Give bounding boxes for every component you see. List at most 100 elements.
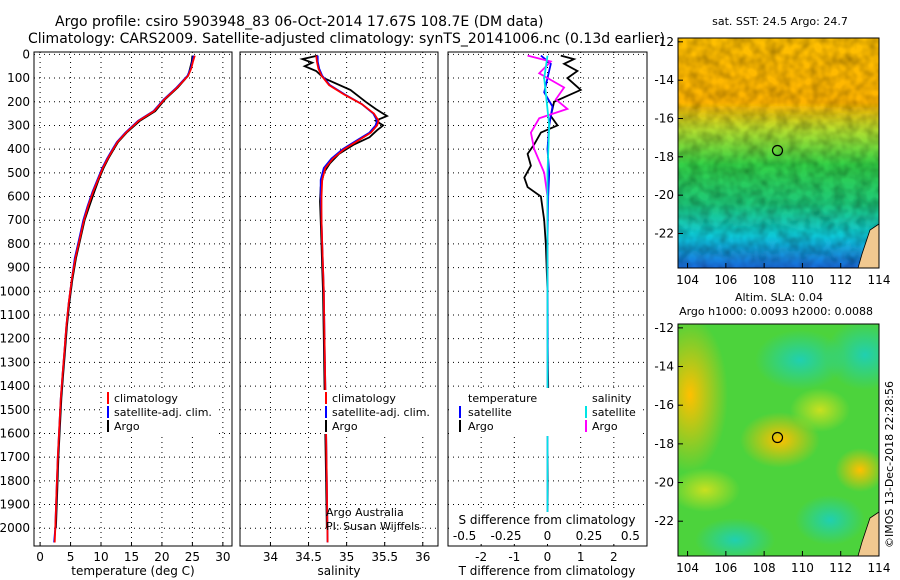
sla-land <box>857 511 879 556</box>
series-line-climatology <box>315 55 380 543</box>
legend-t-argo: Argo <box>468 420 494 433</box>
sst-land <box>857 223 879 268</box>
map-y-tick-label: -18 <box>654 437 674 451</box>
map-x-tick-label: 110 <box>791 561 814 575</box>
x-tick-label: 36 <box>415 550 430 564</box>
x-tick-label: 5 <box>67 550 75 564</box>
depth-tick-labels: 0 100 200 300 400 500 600 700 800 900 1000 1100 1200… <box>0 47 30 535</box>
sst-argo-location-marker <box>771 144 784 157</box>
salinity-legend: climatology satellite-adj. clim. Argo <box>322 390 436 434</box>
depth-tick-label: 1700 <box>0 450 30 464</box>
legend-climatology: climatology <box>114 392 178 405</box>
sst-field <box>678 38 879 268</box>
t-difference-xlabel: T difference from climatology <box>458 564 636 578</box>
depth-tick-label: 1600 <box>0 426 30 440</box>
imos-credit: ©IMOS 13-Dec-2018 22:28:56 <box>883 381 896 548</box>
figure-title-line1: Argo profile: csiro 5903948_83 06-Oct-20… <box>55 14 544 30</box>
credit-argo-australia: Argo Australia <box>326 506 404 519</box>
map-y-tick-label: -22 <box>654 514 674 528</box>
legend-argo: Argo <box>332 420 358 433</box>
depth-tick-label: 600 <box>7 190 30 204</box>
sla-map-frame <box>677 323 880 557</box>
s-difference-xlabel: S difference from climatology <box>459 513 636 527</box>
map-x-tick-label: 108 <box>753 273 776 287</box>
map-x-tick-label: 112 <box>829 273 852 287</box>
depth-tick-label: 100 <box>7 71 30 85</box>
map-y-tick-label: -16 <box>654 398 674 412</box>
temperature-xlabel: temperature (deg C) <box>71 564 194 578</box>
series-line-salinity-satellite <box>543 55 551 543</box>
x-tick-label: 35.5 <box>371 550 398 564</box>
sst-map-frame <box>677 37 880 269</box>
map-y-tick-label: -16 <box>654 112 674 126</box>
difference-legend: temperature satellite Argo salinity sate… <box>452 388 642 436</box>
depth-tick-label: 500 <box>7 166 30 180</box>
x-tick-label: 15 <box>124 550 139 564</box>
sst-map: sat. SST: 24.5 Argo: 24.7 104 106 108 110 11… <box>654 15 890 287</box>
map-y-tick-label: -12 <box>654 321 674 335</box>
x-tick-label: 0 <box>544 550 552 564</box>
s-difference-tick-labels: -0.5 -0.25 0 0.25 0.5 <box>453 529 640 543</box>
salinity-series <box>299 54 389 543</box>
difference-series <box>523 54 583 543</box>
difference-panel: -2 -1 0 1 2 temperature satellite Argo salin… <box>447 51 648 578</box>
map-y-tick-label: -14 <box>654 73 674 87</box>
s-tick-label: 0.25 <box>576 529 603 543</box>
credit-pi: PI: Susan Wijffels <box>326 520 420 533</box>
sst-map-ticks: 104 106 108 110 112 114 -12 -14 -16 -18 -20 -22 <box>654 35 890 287</box>
map-y-tick-label: -20 <box>654 188 674 202</box>
sla-argo-location-marker <box>771 431 784 444</box>
depth-tick-label: 700 <box>7 213 30 227</box>
s-tick-label: -0.5 <box>453 529 476 543</box>
x-tick-label: -1 <box>508 550 520 564</box>
depth-tick-label: 300 <box>7 118 30 132</box>
x-tick-label: 34.5 <box>295 550 322 564</box>
x-tick-label: 34 <box>263 550 278 564</box>
depth-tick-label: 1300 <box>0 355 30 369</box>
depth-tick-label: 200 <box>7 95 30 109</box>
map-x-tick-label: 104 <box>676 273 699 287</box>
sla-map-title-line1: Altim. SLA: 0.04 <box>735 291 823 304</box>
legend-satellite: satellite-adj. clim. <box>332 406 430 419</box>
x-tick-label: 10 <box>93 550 108 564</box>
salinity-xlabel: salinity <box>317 564 360 578</box>
legend-argo: Argo <box>114 420 140 433</box>
map-y-tick-label: -18 <box>654 150 674 164</box>
x-tick-label: 0 <box>36 550 44 564</box>
x-tick-label: 30 <box>215 550 230 564</box>
x-tick-label: -2 <box>475 550 487 564</box>
x-tick-label: 25 <box>185 550 200 564</box>
legend-s-argo: Argo <box>592 420 618 433</box>
map-x-tick-label: 108 <box>753 561 776 575</box>
depth-tick-label: 0 <box>22 47 30 61</box>
map-x-tick-label: 114 <box>868 273 891 287</box>
legend-t-satellite: satellite <box>468 406 512 419</box>
map-x-tick-label: 106 <box>714 273 737 287</box>
s-tick-label: -0.25 <box>491 529 522 543</box>
depth-tick-label: 1500 <box>0 403 30 417</box>
x-tick-label: 20 <box>154 550 169 564</box>
temperature-frame <box>33 51 233 547</box>
depth-tick-label: 2000 <box>0 521 30 535</box>
x-tick-label: 35 <box>339 550 354 564</box>
sst-map-title: sat. SST: 24.5 Argo: 24.7 <box>712 15 848 28</box>
depth-tick-label: 1000 <box>0 284 30 298</box>
figure-title-line2: Climatology: CARS2009. Satellite-adjuste… <box>28 31 665 47</box>
depth-tick-label: 1400 <box>0 379 30 393</box>
map-y-tick-label: -20 <box>654 476 674 490</box>
map-x-tick-label: 104 <box>676 561 699 575</box>
map-y-tick-label: -22 <box>654 227 674 241</box>
map-x-tick-label: 110 <box>791 273 814 287</box>
temperature-legend: climatology satellite-adj. clim. Argo <box>104 390 218 434</box>
salinity-tick-labels: 34 34.5 35 35.5 36 <box>263 550 431 564</box>
map-y-tick-label: -12 <box>654 35 674 49</box>
depth-tick-label: 800 <box>7 237 30 251</box>
legend-temperature-title: temperature <box>468 392 537 405</box>
s-tick-label: 0.5 <box>621 529 640 543</box>
s-tick-label: 0 <box>544 529 552 543</box>
legend-salinity-title: salinity <box>592 392 632 405</box>
map-y-tick-label: -14 <box>654 360 674 374</box>
x-tick-label: 2 <box>610 550 618 564</box>
map-x-tick-label: 106 <box>714 561 737 575</box>
